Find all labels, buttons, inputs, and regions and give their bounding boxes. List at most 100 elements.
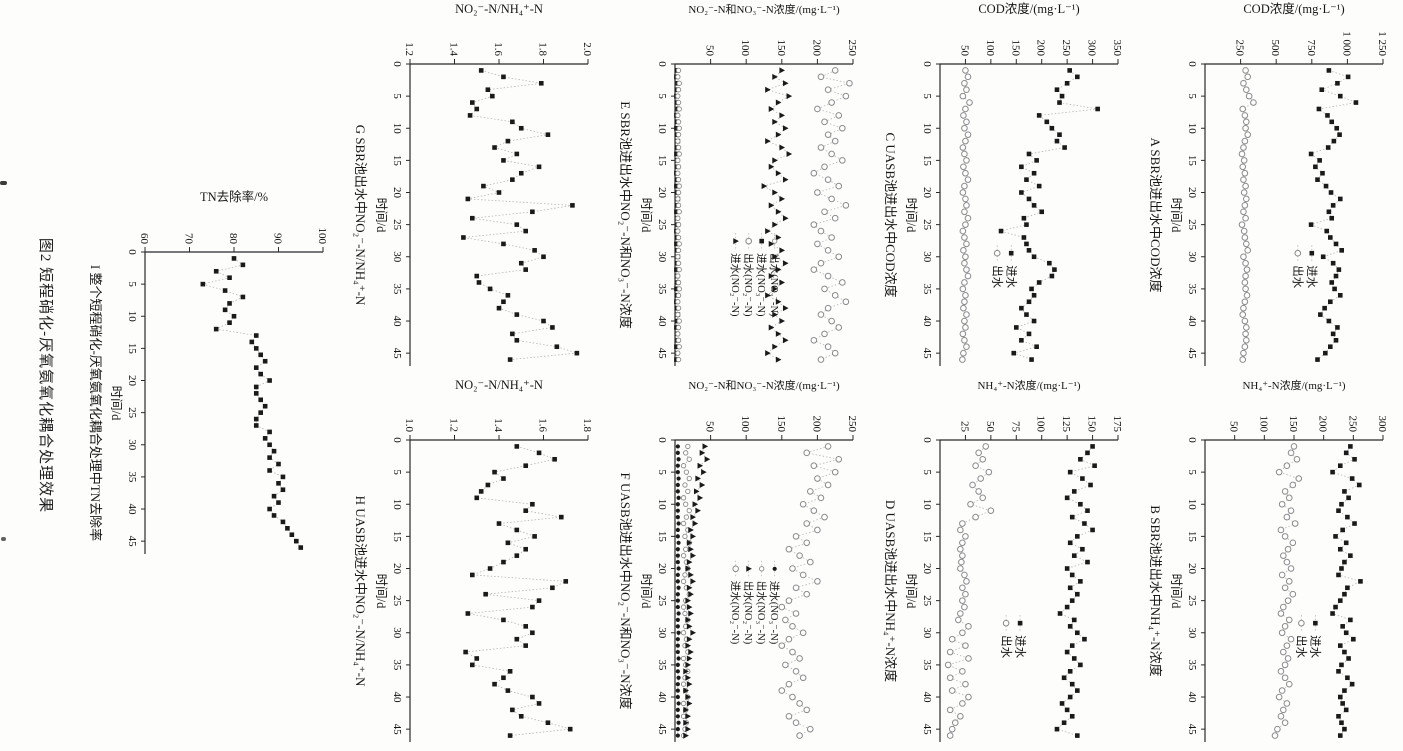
svg-text:5: 5: [126, 281, 138, 287]
panel-D: 25 50 75 100 125 150 175 0 5 10 15 20 25 30 35 40 45 NH₄⁺…: [867, 376, 1132, 751]
svg-text:1.6: 1.6: [537, 418, 549, 432]
svg-text:35: 35: [656, 659, 668, 671]
svg-text:1.8: 1.8: [537, 42, 549, 56]
panel-title-H: H UASB池进水中NO₂⁻-N/NH₄⁺-N: [353, 496, 368, 687]
svg-text:15: 15: [656, 155, 668, 167]
x-axis-label-F: 时间/d: [639, 574, 653, 609]
panel-G: 1.2 1.4 1.6 1.8 2.0 0 5 10 15 20 25 30 35 40 45 NO₂⁻-N/…: [337, 0, 602, 375]
svg-text:30: 30: [1186, 627, 1198, 639]
svg-text:30: 30: [656, 251, 668, 263]
x-axis-label-I: 时间/d: [109, 386, 123, 421]
chart-H: 1.0 1.2 1.4 1.6 1.8 0 5 10 15 20 25 30 35 40 45 NO₂⁻-N/…: [353, 378, 593, 742]
x-axis-label-B: 时间/d: [1169, 574, 1183, 609]
svg-text:进水(NO₃⁻-N): 进水(NO₃⁻-N): [768, 581, 780, 645]
svg-text:50: 50: [1228, 421, 1240, 433]
series-B-open-circle: [1271, 443, 1303, 739]
panel-title-A: A SBR池进出水中COD浓度: [1148, 138, 1163, 293]
svg-text:30: 30: [126, 439, 138, 451]
series-D-open-circle: [944, 443, 995, 739]
panel-title-E: E SBR池进出水中NO₂⁻-N和NO₃⁻-N浓度: [618, 101, 633, 329]
svg-text:200: 200: [1317, 416, 1329, 433]
svg-text:15: 15: [1186, 531, 1198, 543]
y-axis-label-I: TN去除率/%: [200, 189, 268, 204]
svg-text:1.6: 1.6: [492, 42, 504, 56]
svg-text:15: 15: [656, 531, 668, 543]
series-A-filled-square: [1308, 68, 1359, 362]
svg-text:250: 250: [846, 416, 858, 433]
svg-text:90: 90: [272, 233, 284, 245]
panel-title-F: F UASB池进出水中NO₂⁻-N和NO₃⁻-N浓度: [618, 473, 633, 710]
series-E-filled-triangle: [761, 67, 793, 363]
y-axis-label-D: NH₄⁺-N浓度/(mg·L⁻¹): [977, 378, 1080, 392]
svg-text:35: 35: [1186, 659, 1198, 671]
panel-title-G: G SBR池出水中NO₂⁻-N/NH₄⁺-N: [353, 125, 368, 306]
y-axis-label-C: COD浓度/(mg·L⁻¹): [978, 1, 1079, 16]
svg-text:10: 10: [656, 499, 668, 511]
svg-text:45: 45: [1186, 724, 1198, 736]
svg-text:75: 75: [1009, 421, 1021, 433]
panel-A: 250 500 750 1 000 1 250 0 5 10 15 20 25 30 35 40 45 COD…: [1132, 0, 1397, 375]
svg-text:5: 5: [1186, 469, 1198, 475]
svg-text:50: 50: [704, 45, 716, 57]
svg-text:0: 0: [1186, 61, 1198, 67]
x-axis-label-G: 时间/d: [374, 198, 388, 233]
legend-E: 出水(NO₃⁻-N)进水(NO₃⁻-N)出水(NO₂⁻-N)进水(NO₂⁻-N): [729, 233, 781, 317]
svg-text:35: 35: [921, 659, 933, 671]
svg-text:0: 0: [391, 61, 403, 67]
svg-text:10: 10: [921, 123, 933, 135]
svg-text:40: 40: [921, 316, 933, 328]
svg-text:2.0: 2.0: [581, 42, 593, 56]
svg-text:进水(NO₂⁻-N): 进水(NO₂⁻-N): [729, 253, 741, 317]
svg-text:250: 250: [1346, 416, 1358, 433]
chart-B: 50 100 150 200 250 300 0 5 10 15 20 25 30 35 40 45 NH₄⁺-…: [1148, 378, 1388, 742]
svg-text:出水(NO₃⁻-N): 出水(NO₃⁻-N): [755, 581, 768, 645]
svg-text:1 000: 1 000: [1340, 31, 1352, 56]
chart-D: 25 50 75 100 125 150 175 0 5 10 15 20 25 30 35 40 45 NH₄⁺…: [883, 378, 1123, 742]
x-axis-label-H: 时间/d: [374, 574, 388, 609]
svg-text:5: 5: [656, 469, 668, 475]
svg-text:0: 0: [1186, 437, 1198, 443]
svg-text:20: 20: [126, 375, 138, 387]
panel-H: 1.0 1.2 1.4 1.6 1.8 0 5 10 15 20 25 30 35 40 45 NO₂⁻-N/…: [337, 376, 602, 751]
svg-text:60: 60: [138, 233, 150, 245]
svg-text:100: 100: [316, 228, 328, 245]
svg-text:0: 0: [921, 61, 933, 67]
svg-text:出水(NO₃⁻-N): 出水(NO₃⁻-N): [768, 253, 781, 317]
svg-text:0: 0: [921, 437, 933, 443]
panel-title-I: I 整个短程硝化-厌氧氨氧化耦合处理中TN去除率: [88, 265, 103, 541]
svg-text:175: 175: [1111, 416, 1123, 433]
svg-text:45: 45: [921, 724, 933, 736]
svg-text:出水(NO₂⁻-N): 出水(NO₂⁻-N): [742, 253, 755, 317]
svg-text:300: 300: [1086, 40, 1098, 57]
series-E-open-circle-sm: [675, 67, 682, 363]
svg-text:20: 20: [1186, 187, 1198, 199]
svg-text:45: 45: [656, 348, 668, 360]
svg-text:10: 10: [656, 123, 668, 135]
svg-text:10: 10: [126, 311, 138, 323]
svg-text:150: 150: [1009, 40, 1021, 57]
svg-text:1.0: 1.0: [403, 418, 415, 432]
svg-text:35: 35: [921, 283, 933, 295]
svg-text:5: 5: [921, 469, 933, 475]
svg-text:15: 15: [391, 155, 403, 167]
svg-text:出水: 出水: [1291, 265, 1305, 288]
series-I-filled-square: [200, 256, 304, 550]
svg-text:100: 100: [1035, 416, 1047, 433]
svg-text:25: 25: [958, 421, 970, 433]
svg-text:150: 150: [775, 416, 787, 433]
svg-text:25: 25: [391, 219, 403, 231]
svg-text:出水: 出水: [990, 265, 1004, 288]
svg-text:45: 45: [391, 724, 403, 736]
svg-text:45: 45: [391, 348, 403, 360]
chart-C: 50 100 150 200 250 300 350 0 5 10 15 20 25 30 35 40 45 CO…: [883, 1, 1123, 366]
x-axis-label-A: 时间/d: [1169, 198, 1183, 233]
panel-C: 50 100 150 200 250 300 350 0 5 10 15 20 25 30 35 40 45 CO…: [867, 0, 1132, 375]
series-A-open-circle: [1238, 67, 1257, 363]
svg-text:50: 50: [958, 45, 970, 57]
series-C-filled-square: [998, 68, 1100, 362]
svg-text:200: 200: [1035, 40, 1047, 57]
legend-F: 进水(NO₃⁻-N)出水(NO₃⁻-N)出水(NO₂⁻-N)进水(NO₂⁻-N): [729, 560, 780, 645]
svg-text:20: 20: [921, 187, 933, 199]
